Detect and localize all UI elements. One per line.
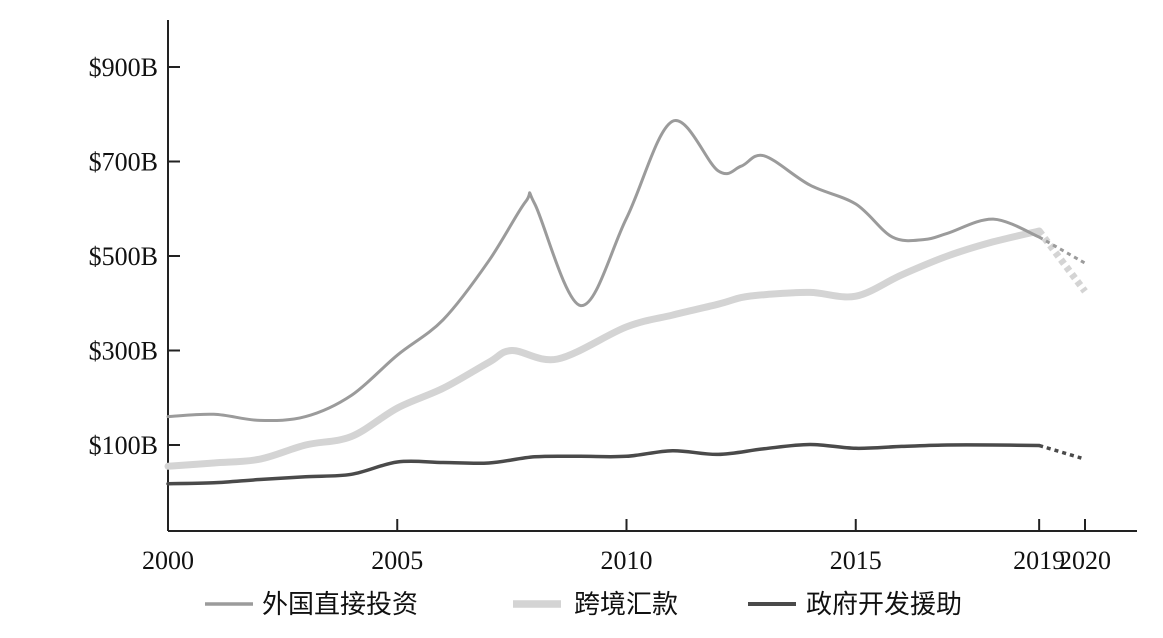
ticks: $100B $300B $500B $700B $900B 2000 2005 2010 201… xyxy=(89,53,1111,575)
legend: 外国直接投资 跨境汇款 政府开发援助 xyxy=(205,590,962,620)
series-line-fdi xyxy=(166,119,1041,423)
y-tick-label: $100B xyxy=(89,431,158,460)
x-tick-label: 2020 xyxy=(1059,546,1111,575)
x-tick-label: 2005 xyxy=(371,546,423,575)
series-line-oda xyxy=(166,442,1041,486)
legend-label-remittances: 跨境汇款 xyxy=(574,590,678,620)
y-tick-label: $500B xyxy=(89,242,158,271)
x-tick-label: 2019 xyxy=(1013,546,1065,575)
y-tick-label: $900B xyxy=(89,53,158,82)
x-tick-label: 2010 xyxy=(601,546,653,575)
y-tick-label: $700B xyxy=(89,148,158,177)
series-lines xyxy=(164,119,1088,486)
legend-label-oda: 政府开发援助 xyxy=(806,590,962,620)
series-projection-remittances xyxy=(1036,228,1088,294)
x-tick-label: 2000 xyxy=(142,546,194,575)
series-line-remittances xyxy=(164,227,1043,470)
series-projection-fdi xyxy=(1038,235,1086,265)
legend-label-fdi: 外国直接投资 xyxy=(262,590,418,620)
x-tick-label: 2015 xyxy=(830,546,882,575)
y-tick-label: $300B xyxy=(89,337,158,366)
series-projection-oda xyxy=(1038,443,1086,461)
